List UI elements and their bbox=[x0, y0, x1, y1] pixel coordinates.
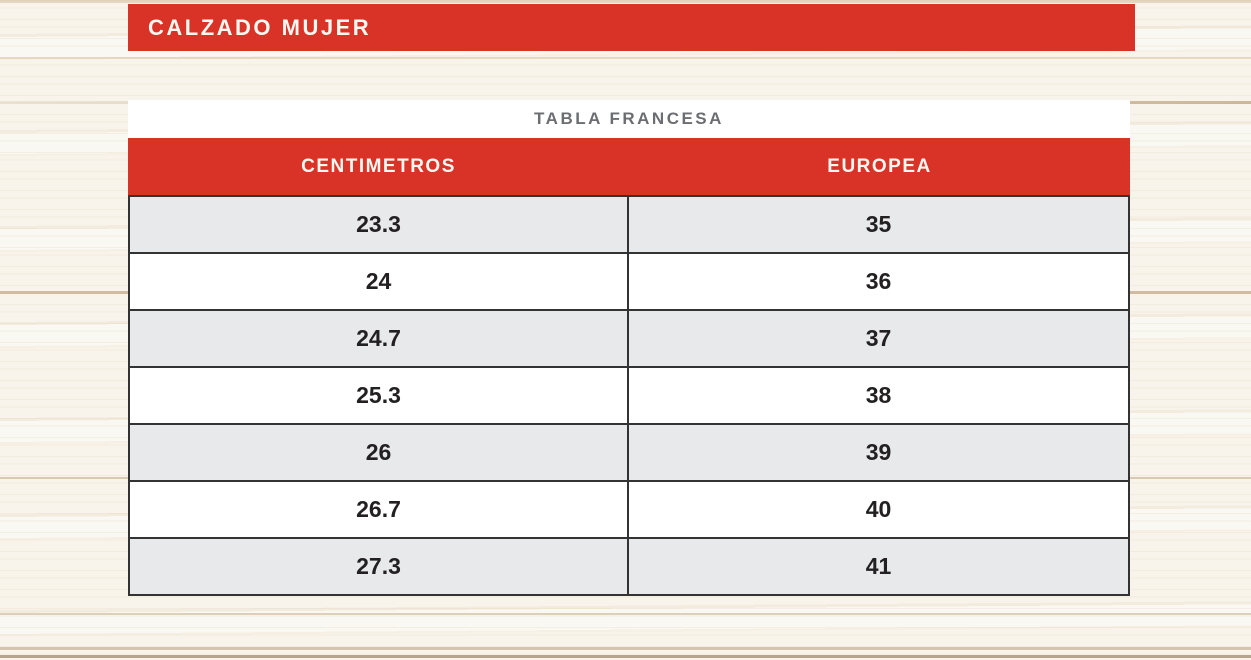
column-header-centimetros: CENTIMETROS bbox=[301, 155, 456, 177]
cell-centimetros: 23.3 bbox=[130, 197, 629, 252]
wood-grain-streak bbox=[0, 0, 1251, 3]
table-header-row: CENTIMETROS EUROPEA bbox=[128, 138, 1130, 195]
table-row: 26.7 40 bbox=[130, 480, 1128, 537]
cell-centimetros: 24 bbox=[130, 254, 629, 309]
wood-grain-streak bbox=[0, 647, 1251, 650]
table-row: 24 36 bbox=[130, 252, 1128, 309]
cell-centimetros: 26.7 bbox=[130, 482, 629, 537]
table-title-strip: TABLA FRANCESA bbox=[128, 100, 1130, 138]
table-row: 27.3 41 bbox=[130, 537, 1128, 594]
cell-europea: 41 bbox=[865, 553, 892, 579]
cell-europea: 39 bbox=[865, 439, 892, 465]
wood-grain-streak bbox=[0, 57, 1251, 59]
table-row: 24.7 37 bbox=[130, 309, 1128, 366]
table-row: 23.3 35 bbox=[130, 195, 1128, 252]
cell-centimetros: 27.3 bbox=[130, 539, 629, 594]
cell-centimetros: 24.7 bbox=[130, 311, 629, 366]
cell-europea: 37 bbox=[865, 325, 892, 351]
cell-centimetros: 26 bbox=[130, 425, 629, 480]
size-conversion-table: TABLA FRANCESA CENTIMETROS EUROPEA 23.3 3… bbox=[128, 100, 1130, 596]
cell-europea: 38 bbox=[865, 382, 892, 408]
section-title: CALZADO MUJER bbox=[148, 14, 372, 40]
table-body: 23.3 35 24 36 24.7 37 25.3 38 26 39 26.7 40 27.3 41 bbox=[128, 195, 1130, 596]
wood-grain-streak bbox=[0, 613, 1251, 615]
column-header-europea: EUROPEA bbox=[827, 155, 932, 177]
cell-centimetros: 25.3 bbox=[130, 368, 629, 423]
table-title: TABLA FRANCESA bbox=[534, 109, 724, 128]
table-row: 25.3 38 bbox=[130, 366, 1128, 423]
cell-europea: 40 bbox=[865, 496, 892, 522]
section-title-bar: CALZADO MUJER bbox=[128, 4, 1135, 51]
table-row: 26 39 bbox=[130, 423, 1128, 480]
cell-europea: 36 bbox=[865, 268, 892, 294]
cell-europea: 35 bbox=[865, 211, 892, 237]
wood-grain-streak bbox=[0, 655, 1251, 658]
